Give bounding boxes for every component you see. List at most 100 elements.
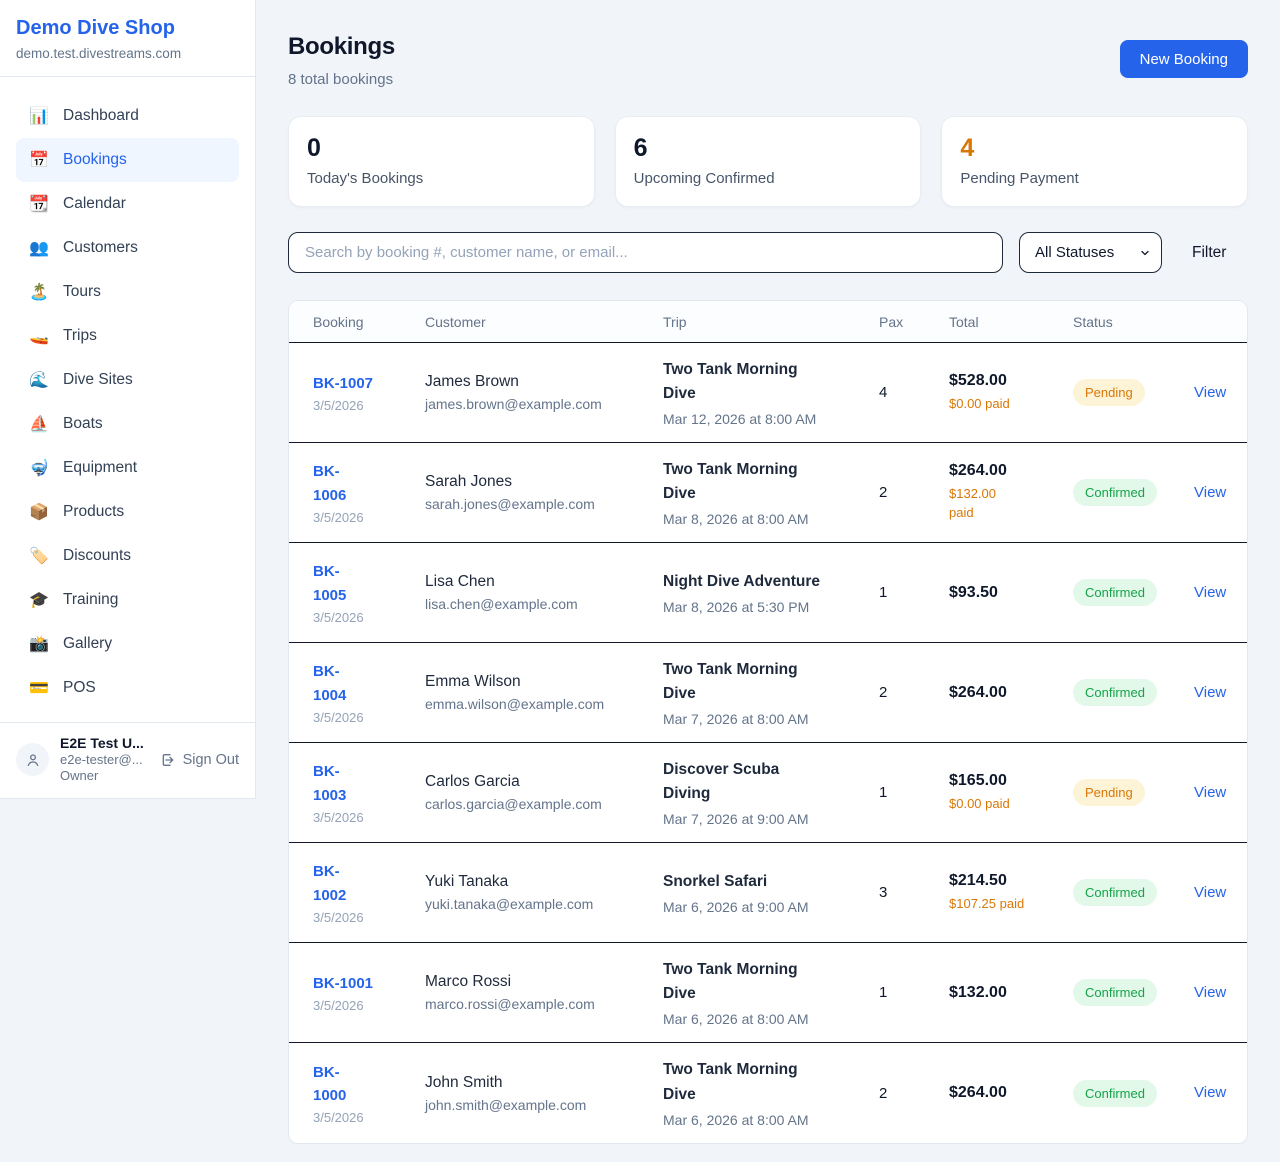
booking-date: 3/5/2026 <box>313 1110 364 1126</box>
view-link[interactable]: View <box>1194 1084 1227 1101</box>
sidebar-item-label: Trips <box>63 327 97 344</box>
booking-id-link[interactable]: BK- 1002 <box>313 863 347 904</box>
sidebar-item-dashboard[interactable]: 📊 Dashboard <box>16 94 239 138</box>
sidebar-item-discounts[interactable]: 🏷️ Discounts <box>16 534 239 578</box>
calendar-date-icon: 📅 <box>29 152 49 169</box>
customer-email: marco.rossi@example.com <box>425 996 595 1012</box>
customer-email: lisa.chen@example.com <box>425 596 578 612</box>
stat-value: 0 <box>307 134 321 162</box>
sidebar-item-products[interactable]: 📦 Products <box>16 490 239 534</box>
table-row: BK- 1004 3/5/2026 Emma Wilson emma.wilson@… <box>289 643 1247 743</box>
sidebar-item-label: Boats <box>63 415 103 432</box>
column-header-total: Total <box>949 313 979 330</box>
customer-name: Emma Wilson <box>425 673 521 690</box>
user-meta: E2E Test U... e2e-tester@... Owner <box>60 735 144 784</box>
customer-name: Marco Rossi <box>425 973 512 990</box>
status-select[interactable]: All Statuses <box>1019 232 1162 273</box>
pax-count: 1 <box>879 784 888 801</box>
stat-label: Upcoming Confirmed <box>633 170 775 187</box>
sidebar-item-calendar[interactable]: 📆 Calendar <box>16 182 239 226</box>
total-amount: $528.00 <box>949 371 1007 389</box>
paid-amount: $0.00 paid <box>949 395 1010 411</box>
wave-icon: 🌊 <box>29 372 49 389</box>
trip-name: Two Tank Morning Dive <box>663 460 798 502</box>
table-row: BK- 1003 3/5/2026 Carlos Garcia carlos.gar… <box>289 743 1247 843</box>
pax-count: 4 <box>879 384 888 401</box>
booking-id-link[interactable]: BK- 1005 <box>313 563 347 604</box>
booking-date: 3/5/2026 <box>313 909 364 925</box>
sidebar-item-label: Equipment <box>63 459 138 476</box>
column-header-trip: Trip <box>663 313 687 330</box>
sidebar-item-bookings[interactable]: 📅 Bookings <box>16 138 239 182</box>
bookings-table: Booking Customer Trip Pax Total Status B… <box>288 300 1248 1144</box>
trip-datetime: Mar 8, 2026 at 5:30 PM <box>663 599 810 615</box>
booking-date: 3/5/2026 <box>313 809 364 825</box>
sidebar-item-boats[interactable]: ⛵ Boats <box>16 402 239 446</box>
status-badge: Confirmed <box>1073 679 1157 706</box>
stat-value: 4 <box>960 134 975 162</box>
booking-date: 3/5/2026 <box>313 998 364 1014</box>
status-select-wrap: All Statuses <box>1019 232 1162 273</box>
package-icon: 📦 <box>29 504 49 521</box>
customer-email: james.brown@example.com <box>425 396 602 412</box>
trip-datetime: Mar 8, 2026 at 8:00 AM <box>663 511 809 528</box>
sidebar-item-equipment[interactable]: 🤿 Equipment <box>16 446 239 490</box>
booking-date: 3/5/2026 <box>313 609 364 625</box>
column-header-booking: Booking <box>313 313 364 330</box>
view-link[interactable]: View <box>1194 983 1227 1001</box>
sidebar-item-dive-sites[interactable]: 🌊 Dive Sites <box>16 358 239 402</box>
booking-id-link[interactable]: BK-1007 <box>313 374 374 392</box>
table-row: BK- 1000 3/5/2026 John Smith john.smith@ex… <box>289 1043 1247 1143</box>
sidebar-item-pos[interactable]: 💳 POS <box>16 666 239 710</box>
view-link[interactable]: View <box>1194 883 1227 901</box>
stat-label: Pending Payment <box>960 170 1079 187</box>
trip-name: Two Tank Morning Dive <box>663 960 798 1002</box>
booking-id-link[interactable]: BK-1001 <box>313 974 374 992</box>
sidebar-item-customers[interactable]: 👥 Customers <box>16 226 239 270</box>
total-amount: $264.00 <box>949 1084 1007 1101</box>
status-badge: Pending <box>1073 779 1145 806</box>
sidebar-item-label: Products <box>63 503 125 520</box>
table-row: BK- 1006 3/5/2026 Sarah Jones sarah.jones@… <box>289 443 1247 543</box>
customer-email: emma.wilson@example.com <box>425 696 605 712</box>
total-amount: $264.00 <box>949 683 1007 701</box>
search-input[interactable] <box>288 232 1003 273</box>
booking-id-link[interactable]: BK- 1004 <box>313 663 347 704</box>
sidebar-item-label: Tours <box>63 283 101 300</box>
view-link[interactable]: View <box>1194 783 1227 801</box>
view-link[interactable]: View <box>1194 483 1227 501</box>
sidebar-item-tours[interactable]: 🏝️ Tours <box>16 270 239 314</box>
stat-label: Today's Bookings <box>307 170 424 187</box>
booking-date: 3/5/2026 <box>313 709 364 725</box>
status-badge: Confirmed <box>1073 979 1157 1006</box>
sign-out-button[interactable]: Sign Out <box>160 752 239 768</box>
sidebar-item-label: Calendar <box>63 195 126 212</box>
sidebar-item-label: Bookings <box>63 151 127 168</box>
customer-name: John Smith <box>425 1073 503 1091</box>
new-booking-button[interactable]: New Booking <box>1119 40 1248 78</box>
customer-name: Carlos Garcia <box>425 773 520 790</box>
booking-id-link[interactable]: BK- 1006 <box>313 463 347 504</box>
column-header-pax: Pax <box>879 313 904 330</box>
sidebar: Demo Dive Shop demo.test.divestreams.com… <box>0 0 256 799</box>
booking-id-link[interactable]: BK- 1000 <box>313 1063 347 1104</box>
booking-id-link[interactable]: BK- 1003 <box>313 763 347 804</box>
user-email: e2e-tester@... <box>60 752 143 768</box>
view-link[interactable]: View <box>1194 683 1227 701</box>
stat-card-pending-payment: 4 Pending Payment <box>941 116 1249 207</box>
sidebar-item-trips[interactable]: 🚤 Trips <box>16 314 239 358</box>
trip-name: Two Tank Morning Dive <box>663 660 798 702</box>
pax-count: 2 <box>879 484 888 501</box>
table-row: BK-1001 3/5/2026 Marco Rossi marco.rossi@e… <box>289 943 1247 1043</box>
view-link[interactable]: View <box>1194 583 1227 601</box>
view-link[interactable]: View <box>1194 383 1227 401</box>
sidebar-item-training[interactable]: 🎓 Training <box>16 578 239 622</box>
paid-amount: $0.00 paid <box>949 795 1010 811</box>
filter-button[interactable]: Filter <box>1178 244 1240 262</box>
stat-value: 6 <box>633 134 648 162</box>
trip-datetime: Mar 12, 2026 at 8:00 AM <box>663 411 817 428</box>
sidebar-item-label: Customers <box>63 239 138 256</box>
table-row: BK- 1002 3/5/2026 Yuki Tanaka yuki.tanaka@… <box>289 843 1247 943</box>
sidebar-item-gallery[interactable]: 📸 Gallery <box>16 622 239 666</box>
person-icon <box>27 753 38 766</box>
